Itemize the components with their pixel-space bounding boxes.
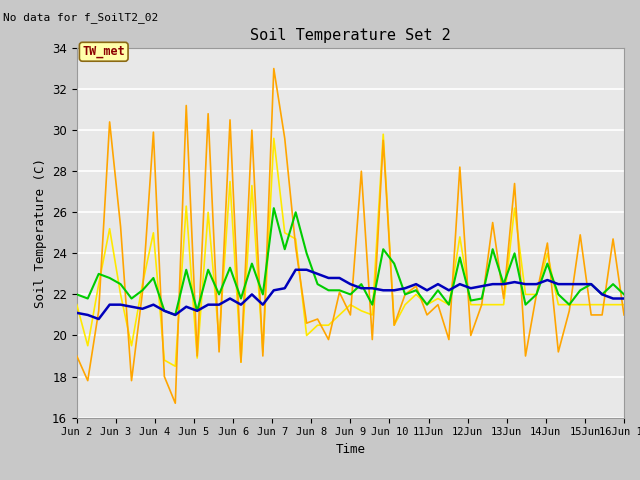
Text: TW_met: TW_met bbox=[83, 45, 125, 58]
X-axis label: Time: Time bbox=[335, 443, 365, 456]
Y-axis label: Soil Temperature (C): Soil Temperature (C) bbox=[33, 158, 47, 308]
Text: No data for f_SoilT2_02: No data for f_SoilT2_02 bbox=[3, 12, 159, 23]
Legend: SoilT2_04, SoilT2_08, SoilT2_16, SoilT2_32: SoilT2_04, SoilT2_08, SoilT2_16, SoilT2_… bbox=[118, 475, 582, 480]
Title: Soil Temperature Set 2: Soil Temperature Set 2 bbox=[250, 28, 451, 43]
